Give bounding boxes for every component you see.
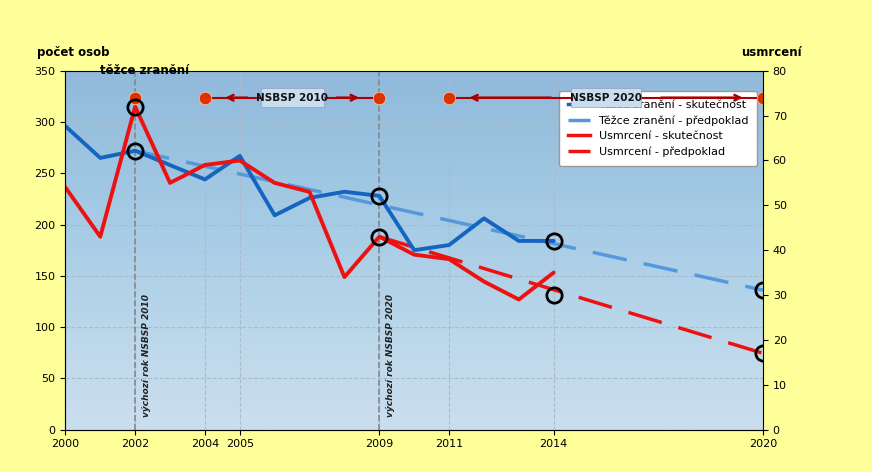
Text: NSBSP 2020: NSBSP 2020 bbox=[570, 93, 642, 103]
FancyBboxPatch shape bbox=[571, 88, 641, 107]
FancyBboxPatch shape bbox=[261, 88, 324, 107]
Text: usmrcení: usmrcení bbox=[740, 46, 801, 59]
Text: výchozí rok NSBSP 2010: výchozí rok NSBSP 2010 bbox=[142, 294, 151, 417]
Text: výchozí rok NSBSP 2020: výchozí rok NSBSP 2020 bbox=[386, 294, 395, 417]
Text: NSBSP 2010: NSBSP 2010 bbox=[256, 93, 328, 103]
Text: těžce zranění: těžce zranění bbox=[100, 64, 189, 76]
Text: počet osob: počet osob bbox=[37, 46, 110, 59]
Legend: Těžce zranění - skutečnost, Těžce zranění - předpoklad, Usmrcení - skutečnost, U: Těžce zranění - skutečnost, Těžce zraněn… bbox=[559, 91, 758, 166]
